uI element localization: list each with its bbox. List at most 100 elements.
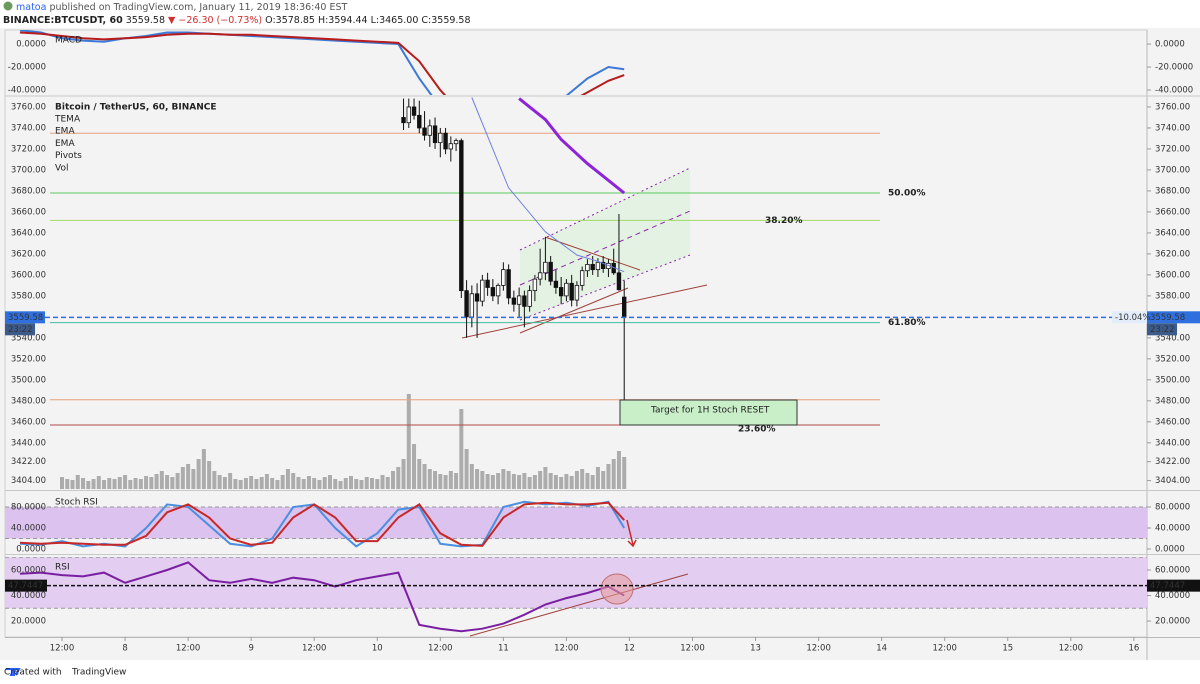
candle-body: [438, 132, 443, 144]
volume-bar: [506, 471, 511, 489]
y-tick-label: 80.0000: [11, 503, 46, 513]
candle-body: [569, 282, 574, 301]
volume-bar: [238, 480, 243, 489]
volume-bar: [417, 459, 422, 489]
rsi-trend-line: [469, 573, 689, 637]
volume-bar: [60, 477, 65, 489]
trend-line: [544, 236, 641, 271]
volume-bar: [91, 479, 96, 489]
volume-bar: [285, 469, 290, 489]
x-tick-label: 12: [624, 644, 635, 654]
volume-bar: [65, 479, 70, 489]
volume-bar: [548, 473, 553, 489]
y-tick-label: 3620.00: [1155, 249, 1190, 259]
x-tick-label: 10: [372, 644, 383, 654]
candle-body: [506, 269, 511, 299]
candle-body: [443, 132, 448, 150]
volume-bar: [370, 478, 375, 489]
volume-bar: [559, 477, 564, 489]
y-tick-label: 3460.00: [1155, 417, 1190, 427]
y-tick-label: 3440.00: [1155, 438, 1190, 448]
y-tick-label: 3700.00: [11, 165, 46, 175]
y-tick-label: 3540.00: [1155, 333, 1190, 343]
band: [5, 557, 1147, 609]
channel-line: [519, 254, 691, 321]
candle-body: [600, 261, 606, 269]
x-tick-label: 12:00: [806, 644, 831, 654]
volume-bar: [249, 476, 254, 489]
candle-body: [453, 140, 459, 145]
volume-bar: [616, 451, 621, 489]
volume-bar: [464, 449, 469, 489]
y-tick-label: 3720.00: [11, 144, 46, 154]
volume-bar: [70, 480, 75, 489]
candle-body: [495, 284, 501, 297]
volume-bar: [595, 467, 600, 489]
legend-item: TEMA: [54, 115, 81, 125]
volume-bar: [102, 480, 107, 489]
volume-bar: [622, 457, 627, 489]
indicator-line: [19, 561, 625, 633]
volume-bar: [532, 475, 537, 489]
candle-body: [417, 114, 422, 129]
trend-line: [519, 287, 629, 334]
target-note: Target for 1H Stoch RESET: [650, 406, 770, 416]
y-tick-label: 0.0000: [1155, 545, 1185, 555]
volume-bar: [448, 471, 453, 489]
volume-bar: [375, 479, 380, 489]
volume-bar: [280, 475, 285, 489]
indicator-line: [19, 501, 625, 547]
candle-body: [543, 261, 548, 274]
x-tick-label: 13: [750, 644, 761, 654]
last-price-box: [1147, 311, 1200, 324]
volume-bar: [154, 474, 159, 489]
candle-body: [474, 293, 480, 302]
y-tick-label: 3480.00: [11, 396, 46, 406]
volume-bar: [107, 478, 112, 489]
volume-bar: [343, 478, 348, 489]
legend-item: Vol: [55, 163, 68, 173]
change: ▼ −26.30 (−0.73%): [168, 15, 262, 26]
volume-bar: [228, 473, 233, 489]
y-tick-label: -40.0000: [8, 86, 46, 96]
volume-bar: [138, 479, 143, 489]
y-tick-label: 3600.00: [1155, 270, 1190, 280]
legend-item: EMA: [55, 139, 75, 149]
volume-bar: [259, 477, 264, 489]
y-tick-label: 3680.00: [1155, 186, 1190, 196]
last-price-box: [5, 311, 45, 324]
volume-bar: [485, 474, 490, 489]
volume-bar: [212, 471, 217, 489]
fib-label: 38.20%: [765, 216, 803, 226]
y-tick-label: 20.0000: [1155, 617, 1190, 627]
volume-bar: [338, 481, 343, 489]
volume-bar: [96, 476, 101, 489]
y-tick-label: 3404.00: [11, 476, 46, 486]
volume-bar: [186, 464, 191, 489]
x-tick-label: 12:00: [680, 644, 705, 654]
indicator-line: [518, 97, 626, 195]
channel-fill: [520, 168, 690, 320]
y-tick-label: 20.0000: [11, 617, 46, 627]
candle-body: [558, 287, 564, 297]
candle-body: [522, 295, 527, 307]
candle-body: [532, 278, 538, 292]
volume-bar: [270, 478, 275, 489]
candle-body: [448, 143, 454, 150]
candle-body: [622, 296, 627, 318]
volume-bar: [580, 469, 585, 489]
pane-title: RSI: [55, 563, 70, 573]
countdown-box: [5, 323, 35, 336]
volume-bar: [538, 471, 543, 489]
volume-bar: [564, 474, 569, 489]
x-tick-label: 8: [122, 644, 127, 654]
y-tick-label: 0.0000: [16, 40, 46, 50]
candle-body: [537, 272, 543, 280]
symbol: BINANCE:BTCUSDT, 60: [3, 15, 123, 26]
change-label: -10.04%: [1115, 313, 1150, 323]
rsi-level-box: [1147, 579, 1200, 592]
y-tick-label: 40.0000: [11, 524, 46, 534]
volume-bar: [553, 475, 558, 489]
last-price: 3559.58: [126, 15, 165, 26]
